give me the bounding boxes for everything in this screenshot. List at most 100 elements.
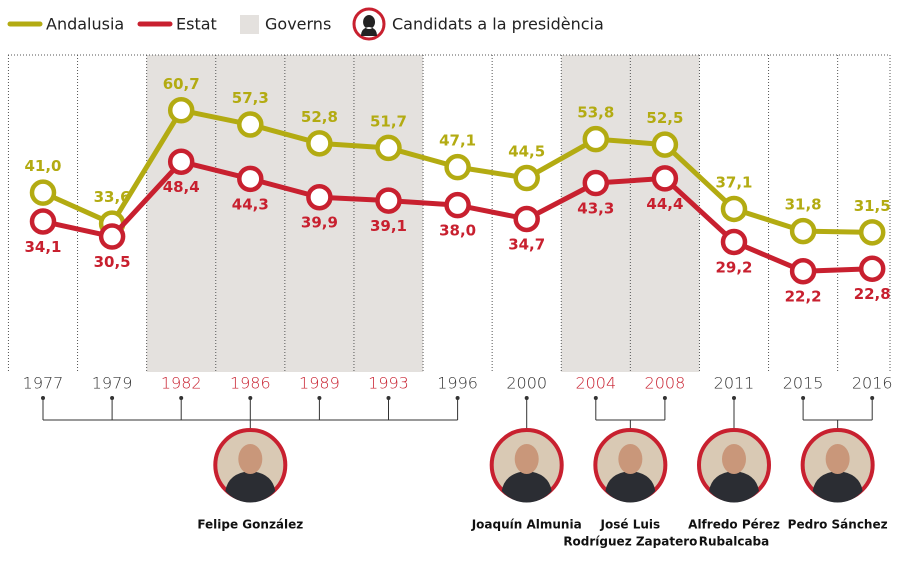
data-label: 34,1 — [24, 238, 61, 256]
candidate-name: Pedro Sánchez — [788, 518, 888, 532]
data-label: 60,7 — [163, 75, 200, 93]
data-point — [651, 131, 679, 158]
x-tick-label: 1989 — [299, 374, 340, 393]
candidate-face — [514, 444, 539, 474]
data-point — [513, 205, 540, 233]
candidate-name: Alfredo Pérez — [688, 518, 780, 532]
data-point — [306, 130, 333, 157]
government-band — [215, 55, 285, 372]
data-label: 22,2 — [785, 288, 822, 306]
government-band — [630, 55, 700, 372]
data-point — [513, 164, 540, 192]
legend-label: Candidats a la presidència — [392, 15, 604, 34]
bracket-dot — [732, 396, 736, 400]
x-tick-label: 1977 — [23, 374, 64, 393]
x-tick-label: 2016 — [852, 374, 893, 393]
data-point — [720, 228, 748, 256]
x-tick-label: 1986 — [230, 374, 271, 393]
bracket-dot — [455, 396, 460, 400]
data-point — [375, 134, 402, 162]
legend-icon — [361, 15, 377, 36]
data-point — [98, 223, 126, 250]
data-label: 52,5 — [646, 109, 683, 127]
candidate-face — [722, 444, 746, 474]
legend-label: Estat — [176, 15, 217, 34]
data-point — [789, 257, 817, 285]
data-point — [789, 217, 817, 245]
government-band — [284, 55, 354, 372]
candidate-silhouette — [709, 471, 759, 503]
bracket-dot — [386, 396, 391, 400]
x-tick-label: 2000 — [506, 374, 547, 393]
data-point — [720, 195, 748, 223]
data-label: 30,5 — [94, 253, 131, 271]
candidate-face — [618, 444, 643, 474]
bracket-dot — [801, 396, 806, 400]
bracket-dot — [41, 396, 45, 400]
data-label: 48,4 — [163, 178, 200, 196]
legend-swatch — [240, 15, 259, 34]
candidate-face — [238, 444, 263, 474]
data-label: 29,2 — [715, 258, 752, 276]
data-label: 22,8 — [854, 285, 891, 303]
data-label: 37,1 — [715, 173, 752, 191]
data-point — [29, 208, 57, 235]
data-point — [444, 191, 471, 219]
data-label: 43,3 — [577, 200, 614, 218]
candidate-silhouette — [605, 471, 656, 503]
data-label: 44,3 — [232, 195, 269, 213]
candidate-name: José Luis — [600, 518, 661, 532]
candidate-silhouette — [812, 471, 863, 503]
candidate-silhouette — [225, 471, 276, 503]
data-point — [29, 179, 57, 206]
bracket-dot — [524, 396, 529, 400]
data-point — [582, 169, 610, 197]
bracket-dot — [179, 396, 184, 400]
x-tick-label: 2004 — [575, 374, 616, 393]
data-point — [237, 111, 264, 138]
data-point — [444, 153, 471, 181]
data-label: 47,1 — [439, 132, 476, 150]
data-point — [651, 165, 679, 192]
data-label: 31,5 — [854, 197, 891, 215]
data-label: 53,8 — [577, 104, 614, 122]
x-tick-label: 1996 — [437, 374, 478, 393]
data-label: 38,0 — [439, 222, 476, 240]
data-label: 41,0 — [24, 157, 61, 175]
data-label: 57,3 — [232, 89, 269, 107]
x-tick-label: 2015 — [783, 374, 824, 393]
bracket-dot — [593, 396, 598, 400]
x-tick-label: 1993 — [368, 374, 409, 393]
data-point — [858, 219, 886, 246]
candidate-name: Felipe González — [197, 518, 303, 532]
data-label: 31,8 — [785, 196, 822, 214]
government-band — [561, 55, 631, 372]
data-label: 39,1 — [370, 217, 407, 235]
candidate-face — [825, 444, 850, 474]
data-label: 33,6 — [94, 188, 131, 206]
bracket-dot — [317, 396, 322, 400]
x-tick-label: 2008 — [645, 374, 686, 393]
legend-label: Governs — [265, 15, 331, 34]
bracket-dot — [662, 396, 667, 400]
x-tick-label: 1979 — [92, 374, 133, 393]
candidate-name: Rodríguez Zapatero — [563, 535, 697, 549]
data-point — [237, 165, 264, 193]
data-label: 44,4 — [646, 195, 683, 213]
bracket-dot — [110, 396, 115, 400]
data-label: 52,8 — [301, 108, 338, 126]
bracket-dot — [248, 396, 253, 400]
data-point — [167, 97, 195, 124]
data-point — [858, 255, 886, 282]
data-label: 39,9 — [301, 214, 338, 232]
data-point — [375, 187, 402, 214]
data-point — [582, 125, 610, 153]
data-label: 34,7 — [508, 235, 545, 253]
x-tick-label: 2011 — [714, 374, 755, 393]
bracket-dot — [870, 396, 875, 400]
data-label: 51,7 — [370, 112, 407, 130]
candidate-name: Joaquín Almunia — [471, 518, 582, 532]
data-point — [306, 183, 333, 211]
x-tick-label: 1982 — [161, 374, 202, 393]
